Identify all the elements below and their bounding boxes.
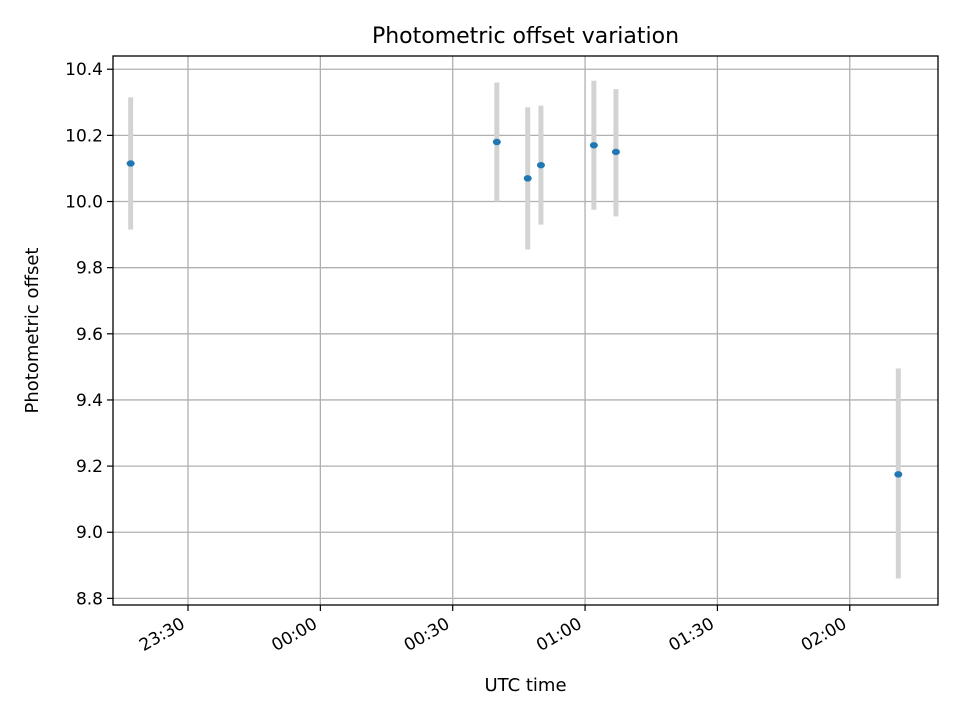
error-bars <box>128 80 901 579</box>
data-point <box>611 148 620 156</box>
y-tick-label: 10.2 <box>65 126 103 146</box>
data-point <box>894 471 903 478</box>
y-tick-label: 9.2 <box>76 457 103 477</box>
x-tick-label: 02:00 <box>798 614 850 656</box>
y-tick-label: 9.0 <box>76 523 103 543</box>
data-point <box>126 160 135 167</box>
y-tick-label: 8.8 <box>76 589 103 609</box>
axis-ticks: 23:30 00:00 00:30 01:00 01:30 02:00 8.8 9.0 9.2 9… <box>65 60 851 656</box>
y-tick-label: 9.4 <box>76 391 103 411</box>
data-point <box>523 175 532 182</box>
plot-area-frame <box>112 55 939 606</box>
y-tick-label: 9.6 <box>76 325 103 345</box>
x-tick-label: 01:00 <box>533 614 585 656</box>
x-axis-label: UTC time <box>484 675 566 696</box>
data-point <box>536 161 545 169</box>
y-tick-label: 10.4 <box>65 60 103 80</box>
x-tick-label: 23:30 <box>136 614 188 656</box>
chart-title: Photometric offset variation <box>372 24 679 49</box>
x-tick-label: 00:00 <box>268 614 320 656</box>
x-tick-label: 01:30 <box>665 614 717 656</box>
data-points <box>126 138 903 478</box>
y-axis-label: Photometric offset <box>22 248 43 414</box>
x-tick-label: 00:30 <box>401 614 453 656</box>
data-point <box>589 142 598 149</box>
data-point <box>492 138 501 146</box>
y-tick-label: 9.8 <box>76 259 103 279</box>
y-tick-label: 10.0 <box>65 193 103 213</box>
